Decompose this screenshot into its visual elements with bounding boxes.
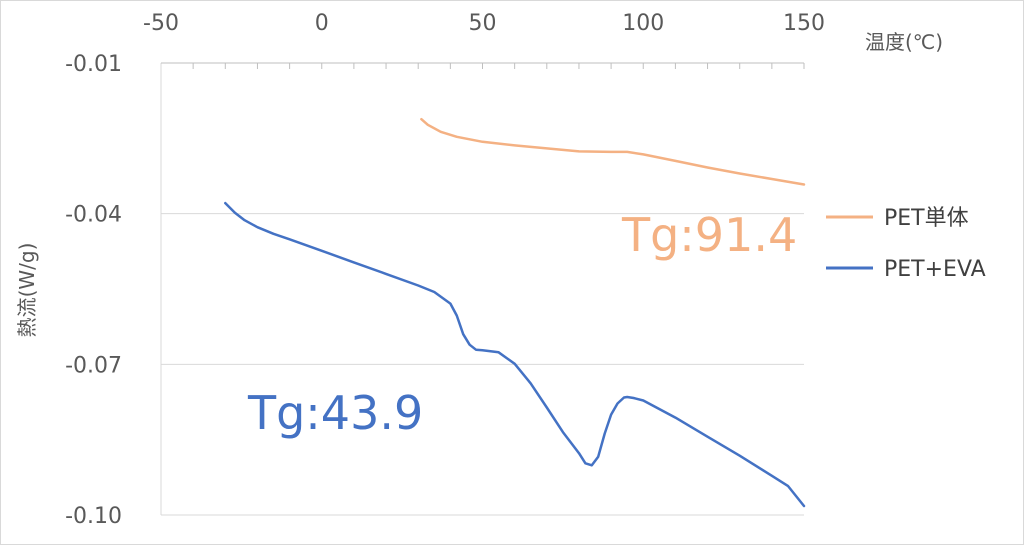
x-tick-label: 0 [315, 11, 329, 36]
y-tick-label: -0.10 [65, 504, 122, 529]
x-tick-label: 150 [783, 11, 825, 36]
x-tick-label: -50 [143, 11, 179, 36]
tg-annotation-pet: Tg:91.4 [621, 208, 797, 262]
series-line-0 [420, 117, 806, 186]
grid-lines [160, 62, 804, 516]
x-tick-label: 50 [469, 11, 497, 36]
y-tick-label: -0.07 [65, 353, 122, 378]
series-line-1 [224, 201, 806, 508]
legend-label-pet-eva: PET+EVA [884, 257, 986, 282]
y-axis-title: 熱流(W/g) [15, 243, 39, 338]
series-lines [224, 117, 806, 508]
x-axis-ticks: -50 0 50 100 150 [143, 11, 825, 69]
legend: PET単体 PET+EVA [826, 206, 986, 282]
y-tick-label: -0.04 [65, 203, 122, 228]
y-tick-label: -0.01 [65, 52, 122, 77]
x-axis-title: 温度(℃) [865, 30, 943, 54]
tg-annotation-pet-eva: Tg:43.9 [247, 386, 423, 440]
x-tick-label: 100 [622, 11, 664, 36]
y-axis-ticks: -0.01 -0.04 -0.07 -0.10 [65, 52, 122, 529]
legend-label-pet: PET単体 [884, 206, 969, 231]
